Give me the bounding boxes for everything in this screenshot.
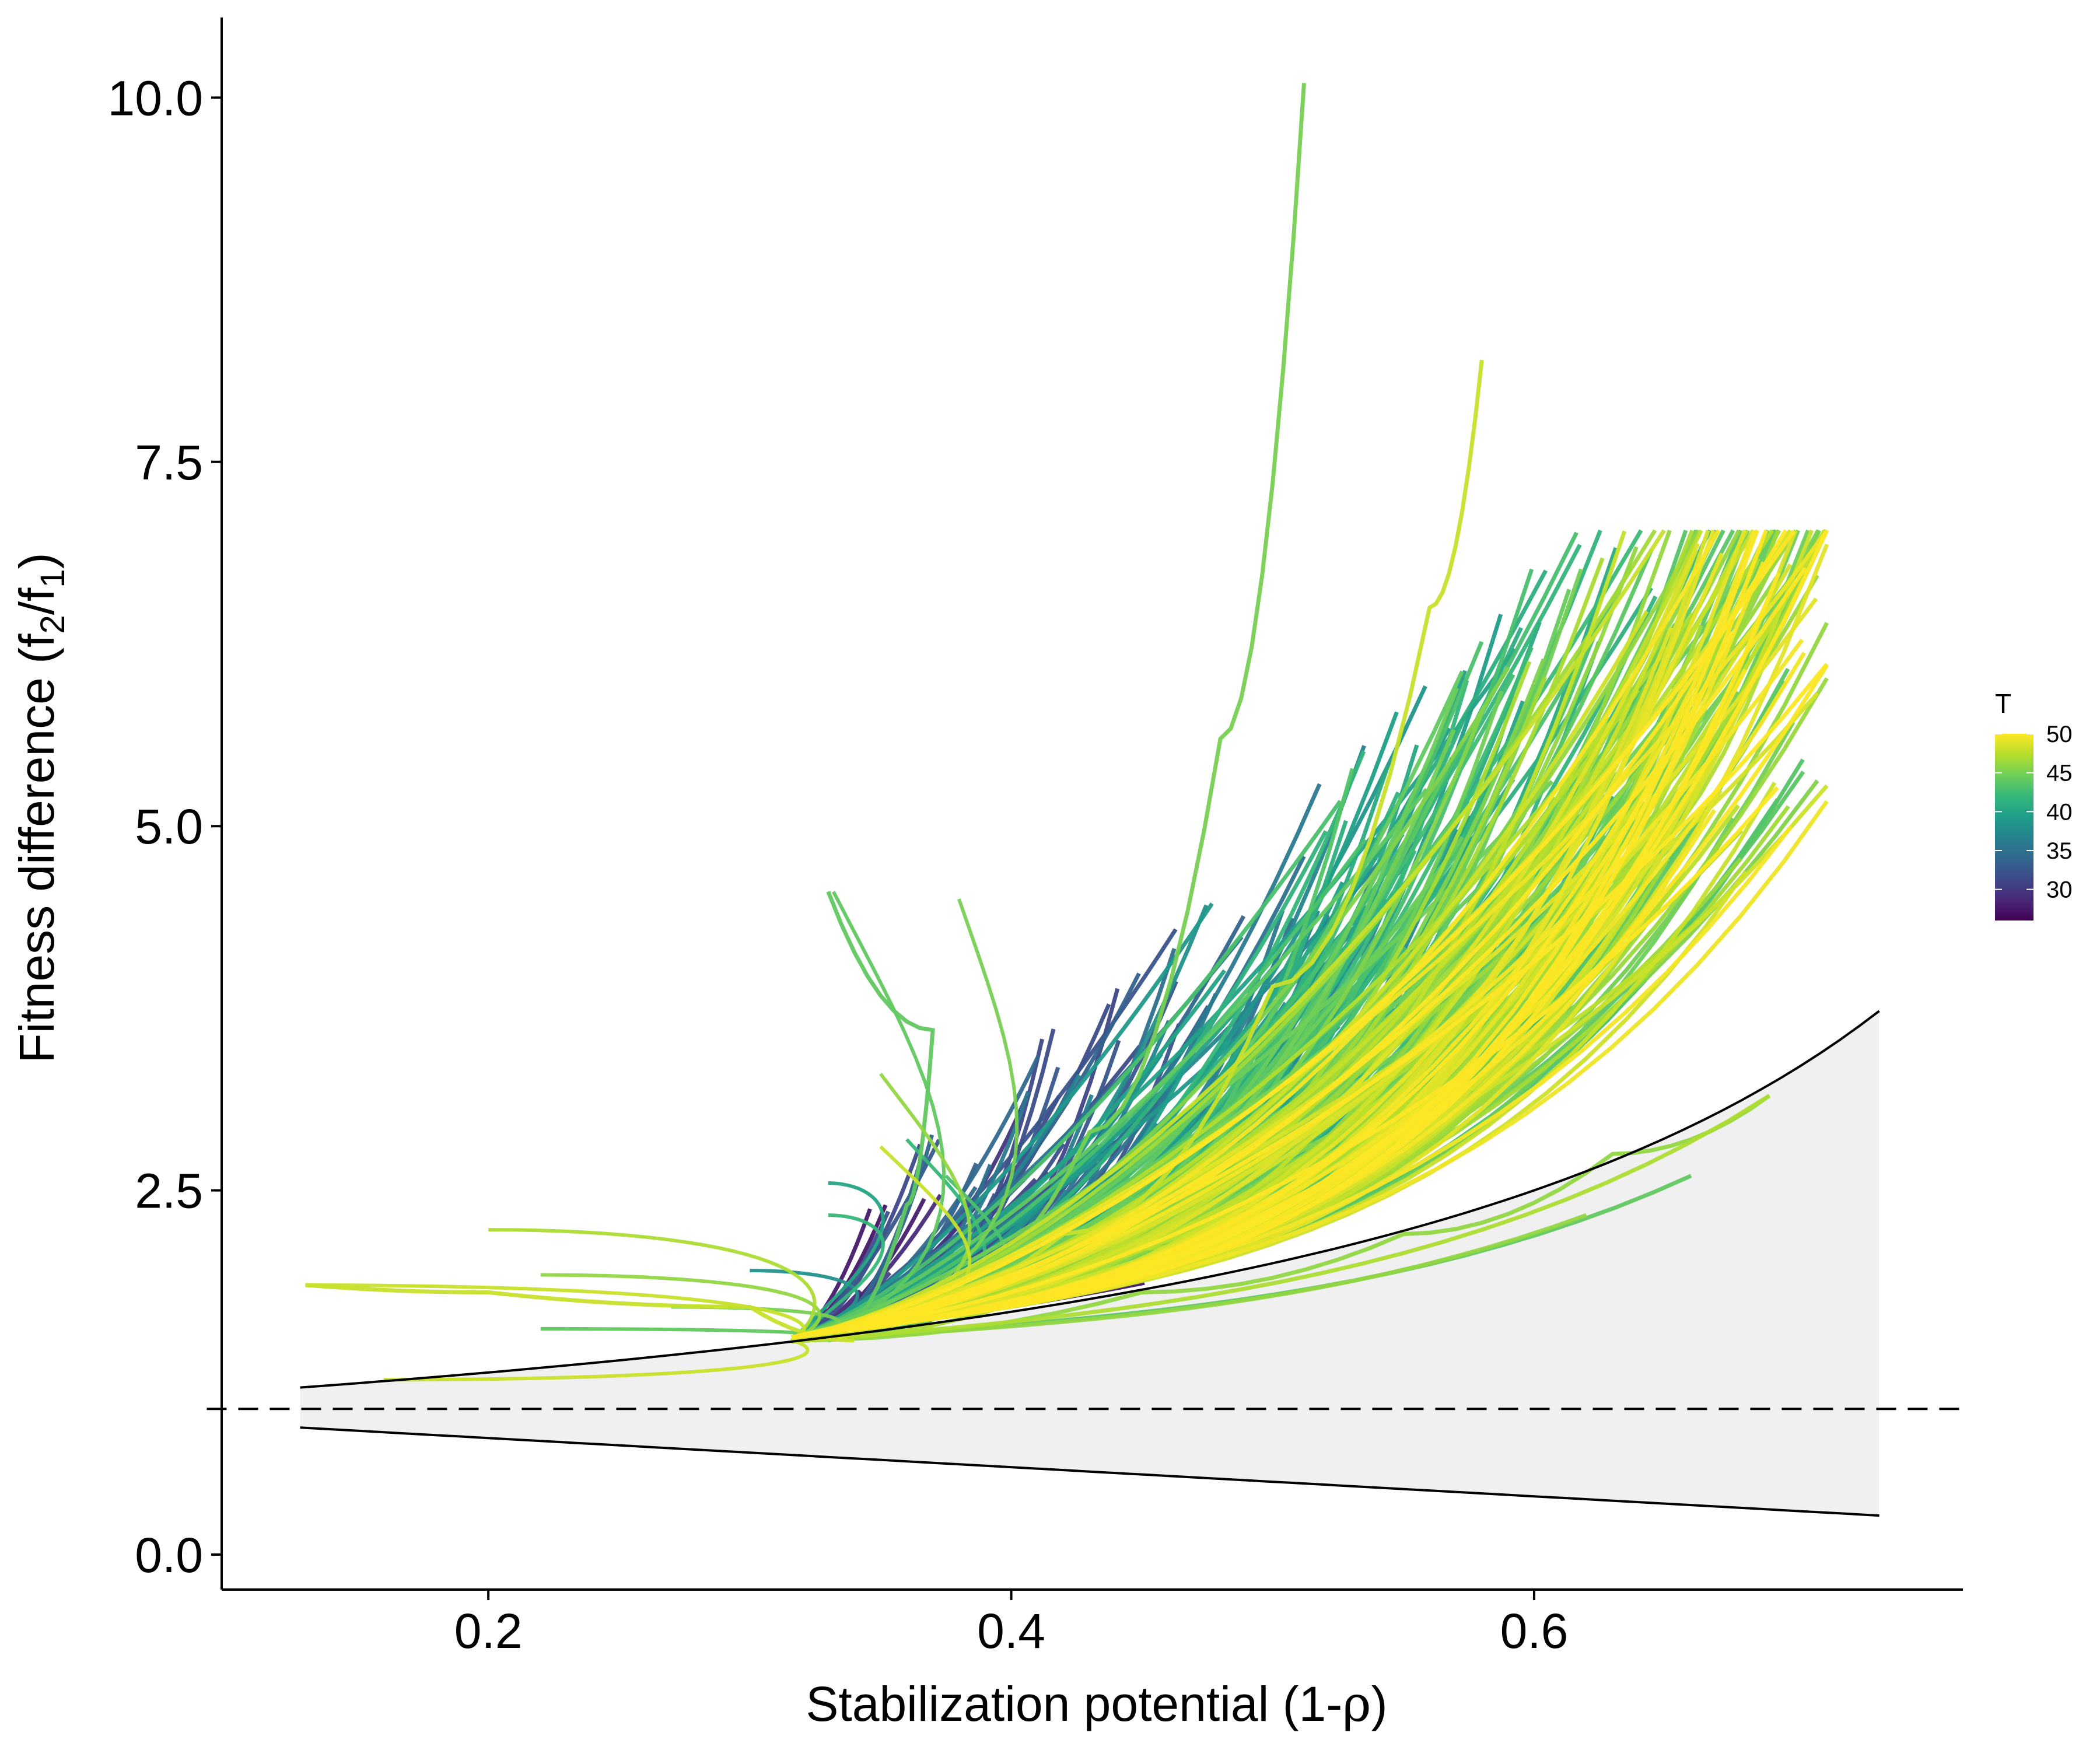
color-legend: T 30 35 40 45 50: [1995, 688, 2073, 921]
legend-colorbar: [1995, 734, 2034, 921]
legend-title: T: [1995, 688, 2011, 719]
coexistence-region: [300, 1011, 1880, 1516]
trajectory-line: [383, 1339, 810, 1382]
y-tick-label: 7.5: [135, 435, 203, 490]
x-tick-label: 0.6: [1500, 1604, 1569, 1658]
axes-layer: 0.2 0.4 0.6 0.0 2.5 5.0 7.5 10.0: [108, 18, 1963, 1658]
legend-tick-label: 40: [2046, 799, 2073, 825]
trajectory-line: [791, 529, 1666, 1339]
legend-tick-label: 50: [2046, 722, 2073, 747]
x-tick-label: 0.4: [977, 1604, 1045, 1658]
trajectory-line: [791, 631, 1735, 1339]
trajectory-line: [540, 1326, 822, 1342]
y-tick-label: 2.5: [135, 1164, 203, 1219]
y-tick-label: 10.0: [108, 71, 204, 125]
trajectory-line: [488, 1228, 817, 1342]
lower-boundary-line: [300, 1426, 1880, 1517]
boundary-layer: [206, 1010, 1963, 1517]
upper-boundary-line: [300, 1010, 1880, 1389]
trajectory-line: [305, 1283, 806, 1342]
x-tick-label: 0.2: [454, 1604, 523, 1658]
coexistence-region-layer: [300, 1011, 1880, 1516]
trajectory-line: [540, 1273, 822, 1342]
legend-tick-label: 30: [2046, 877, 2073, 903]
trajectory-line: [790, 1213, 885, 1342]
trajectory-line: [791, 800, 1342, 1339]
x-axis-label: Stabilization potential (1-ρ): [806, 1675, 1387, 1732]
legend-tick-label: 45: [2046, 761, 2073, 786]
trajectory-layer: [305, 83, 1829, 1382]
trajectory-line: [791, 530, 1796, 1339]
legend-tick-label: 35: [2046, 838, 2073, 864]
trajectory-line: [791, 902, 1214, 1339]
y-axis-label: Fitness difference (f2/f1): [9, 552, 72, 1063]
y-tick-label: 0.0: [135, 1528, 203, 1583]
trajectory-line: [305, 1283, 855, 1343]
trajectory-line: [790, 1181, 885, 1342]
y-tick-label: 5.0: [135, 799, 203, 854]
trajectory-line: [791, 566, 1807, 1339]
trajectory-line: [826, 891, 935, 1343]
trajectory-line: [791, 786, 1779, 1339]
trajectory-line: [791, 1094, 1771, 1344]
